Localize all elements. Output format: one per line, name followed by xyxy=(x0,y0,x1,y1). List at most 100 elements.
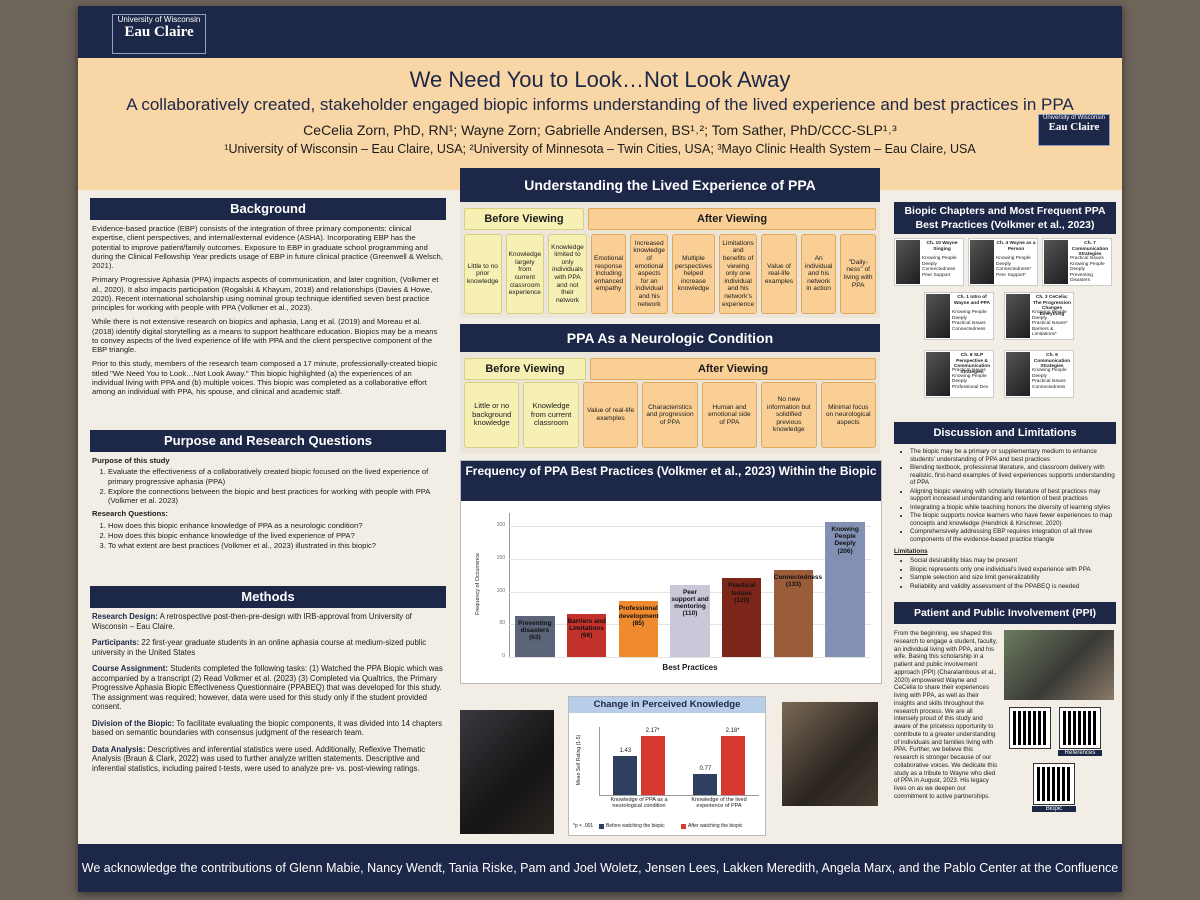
practice: Knowing People Deeply xyxy=(952,310,987,321)
after-item: Value of real-life examples xyxy=(761,234,797,314)
chart-title: Change in Perceived Knowledge xyxy=(569,697,765,713)
bar xyxy=(515,615,555,657)
chapter-cards: Ch. 10 Wayne Singing Knowing People Deepl… xyxy=(894,238,1116,418)
practice: Connectedness xyxy=(952,326,986,332)
subheading: Research Questions: xyxy=(92,509,168,519)
chapter-photo xyxy=(926,294,950,338)
list-item: Biopic represents only one individual's … xyxy=(910,566,1116,574)
chapter-title: Ch. 10 Wayne Singing xyxy=(926,241,958,252)
qr-code xyxy=(1033,763,1075,805)
category-label: Preventing disasters xyxy=(518,619,552,634)
ppi-text: From the beginning, we shaped this resea… xyxy=(894,630,998,800)
list-item: Integrating a biopic while teaching hono… xyxy=(910,504,1116,512)
value-label: (66) xyxy=(580,632,593,640)
list-item: Aligning biopic viewing with scholarly l… xyxy=(910,488,1116,503)
y-tick-label: 0 xyxy=(502,653,505,659)
middle-column: Understanding the Lived Experience of PP… xyxy=(460,168,882,838)
practice: Knowing People Deeply xyxy=(922,256,957,267)
legend-label: After watching the biopic xyxy=(688,823,743,829)
background-text: Evidence-based practice (EBP) consists o… xyxy=(92,224,444,401)
chapter-photo xyxy=(926,352,950,396)
after-item: Limitations and benefits of viewing only… xyxy=(718,234,758,314)
chapter-card: Ch. 9 Communication Strategies Knowing Pe… xyxy=(1004,350,1074,398)
chart-title: Frequency of PPA Best Practices (Volkmer… xyxy=(461,461,881,501)
discussion-text: The biopic may be a primary or supplemen… xyxy=(894,446,1116,594)
header-band xyxy=(78,6,1122,58)
panel-heading: PPA As a Neurologic Condition xyxy=(460,324,880,352)
practice: Practical Issues xyxy=(1070,256,1104,261)
practice: Knowing People Deeply xyxy=(996,256,1031,267)
qr-label: References xyxy=(1058,750,1102,756)
frequency-chart: Frequency of PPA Best Practices (Volkmer… xyxy=(460,460,882,684)
practice: Peer Support* xyxy=(996,272,1027,278)
category-label: Barriers and Limitations xyxy=(567,617,606,632)
practice: Preventing Disasters xyxy=(1070,272,1093,284)
after-item: An individual and his network in action xyxy=(800,234,837,314)
section-heading: Background xyxy=(90,198,446,220)
method-label: Course Assignment: xyxy=(92,664,168,673)
method-text: To facilitate evaluating the biopic comp… xyxy=(92,718,443,738)
methods-text: Research Design: A retrospective post-th… xyxy=(92,612,444,780)
legend-label: Before watching the biopic xyxy=(606,823,665,829)
method-text: Descriptives and inferential statistics … xyxy=(92,744,426,773)
chapter-practices: Knowing People Deeply Connectedness* Peer … xyxy=(996,256,1036,278)
y-tick-label: 200 xyxy=(496,522,505,529)
chapter-practices: Knowing People Deeply Practical Issues Con… xyxy=(1032,368,1072,390)
chapter-card: Ch. 3 CeCelia: The Progression Changes E… xyxy=(1004,292,1074,340)
chapter-practices: Knowing People Deeply Connectedness Peer S… xyxy=(922,256,962,278)
practice: Knowing People Deeply xyxy=(952,373,987,385)
left-column: Background Evidence-based practice (EBP)… xyxy=(90,198,446,838)
y-tick-label: 50 xyxy=(499,620,505,627)
before-label: Before Viewing xyxy=(464,208,584,230)
logo-top: University of Wisconsin xyxy=(117,15,201,24)
y-axis-label: Mean Self Rating (1-5) xyxy=(576,734,582,786)
list-item: Social desirability bias may be present xyxy=(910,557,1116,565)
practice: Connectedness xyxy=(1032,384,1066,390)
chapter-title: Ch. 1 Intro of Wayne and PPA xyxy=(954,295,990,306)
right-column: Biopic Chapters and Most Frequent PPA Be… xyxy=(894,202,1116,838)
grid-line xyxy=(509,558,871,560)
after-item: "Daily-ness" of living with PPA xyxy=(840,234,876,314)
neuro-panel: PPA As a Neurologic Condition Before Vie… xyxy=(460,324,880,454)
category-label: Professional development xyxy=(618,605,659,620)
bar xyxy=(693,774,718,795)
after-item: Emotional response including enhanced em… xyxy=(590,234,627,314)
axis-line xyxy=(599,795,759,796)
value-label: (110) xyxy=(682,610,698,618)
practice: Knowing People Deeply xyxy=(1070,261,1105,273)
logo-bottom: Eau Claire xyxy=(1048,121,1100,133)
practice: Knowing People Deeply xyxy=(1032,310,1067,321)
practice: Practical Issues xyxy=(952,368,986,373)
value-label: 1.43 xyxy=(619,748,632,755)
bar-label: Practical Issues (120) xyxy=(722,582,761,603)
affiliations: ¹University of Wisconsin – Eau Claire, U… xyxy=(224,142,976,156)
list-item: Sample selection and size limit generali… xyxy=(910,574,1116,582)
chapter-card: Ch. 10 Wayne Singing Knowing People Deepl… xyxy=(894,238,964,286)
value-label: (206) xyxy=(837,547,853,555)
practice: Connectedness xyxy=(922,267,956,273)
section-heading: Methods xyxy=(90,586,446,608)
panel-heading: Understanding the Lived Experience of PP… xyxy=(460,168,880,202)
section-heading: Purpose and Research Questions xyxy=(90,430,446,452)
bar xyxy=(670,585,710,657)
category-label: Practical Issues xyxy=(728,582,756,597)
axis-line xyxy=(599,727,600,795)
logo-top: University of Wisconsin xyxy=(1042,115,1105,121)
title-block: We Need You to Look…Not Look Away A coll… xyxy=(98,66,1102,158)
practice: Connectedness* xyxy=(996,267,1032,273)
authors: CeCelia Zorn, PhD, RN¹; Wayne Zorn; Gabr… xyxy=(303,122,897,138)
logo: University of Wisconsin Eau Claire xyxy=(112,14,206,54)
study-list: Evaluate the effectiveness of a collabor… xyxy=(92,467,444,505)
qr-code xyxy=(1009,707,1051,749)
bar-label: Barriers and Limitations (66) xyxy=(567,618,606,639)
axis-line xyxy=(509,513,510,657)
note: *p < .001 xyxy=(573,823,594,829)
bar xyxy=(618,601,658,657)
chapter-title: Ch. 4 Wayne as a Person xyxy=(996,241,1036,252)
subheading: Limitations xyxy=(894,547,928,555)
list-item: Reliability and validity assessment of t… xyxy=(910,583,1116,591)
category-label: Knowing People Deeply xyxy=(831,526,859,548)
photo xyxy=(1004,630,1114,700)
before-item: Knowledge from current classroom xyxy=(523,382,579,448)
neuro-items: Little or no background knowledge Knowled… xyxy=(464,382,876,448)
